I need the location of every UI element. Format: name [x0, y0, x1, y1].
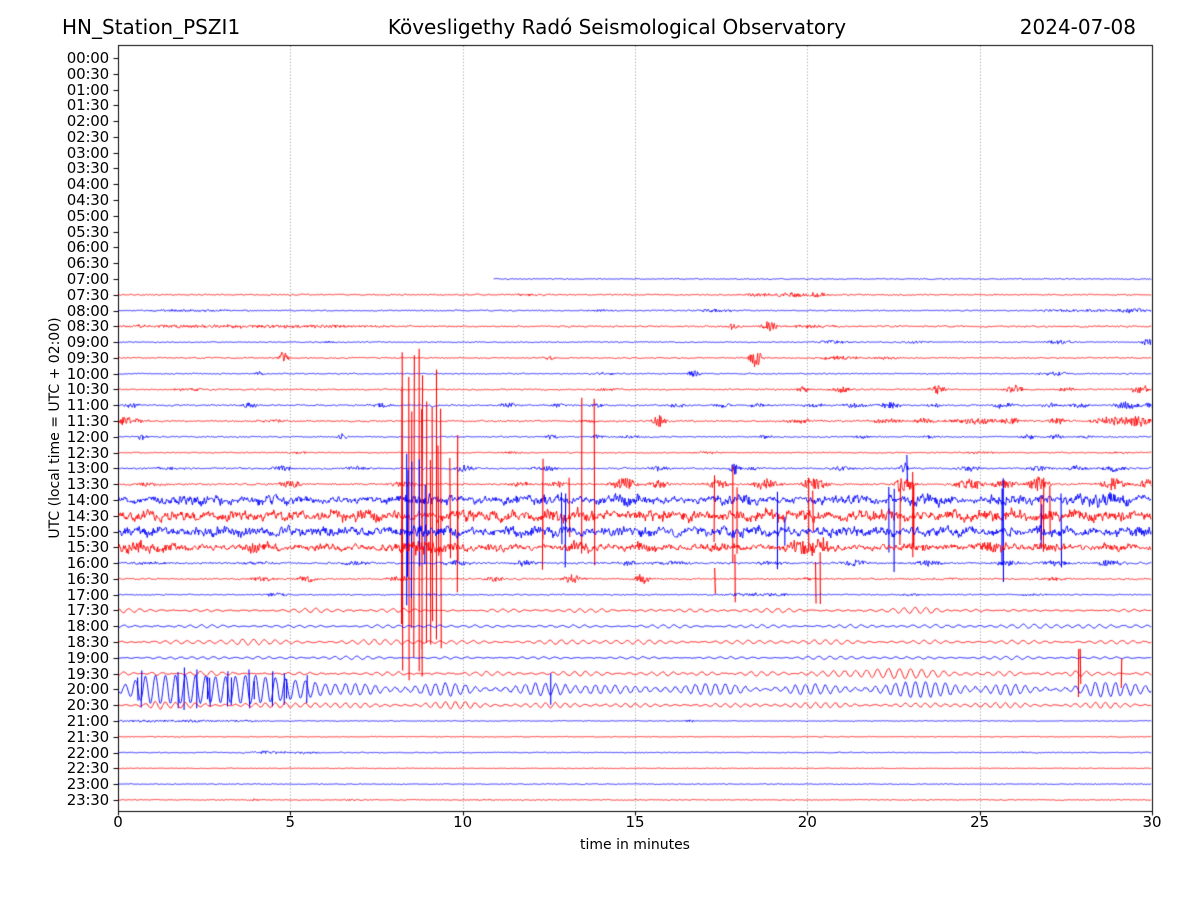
y-tick-label-01:00: 01:00	[66, 80, 109, 99]
y-tick-label-10:30: 10:30	[66, 380, 109, 399]
x-tick-label-30: 30	[1142, 813, 1162, 831]
y-tick-label-09:30: 09:30	[66, 348, 109, 367]
y-tick-label-18:30: 18:30	[66, 633, 109, 652]
y-tick-label-12:00: 12:00	[66, 427, 109, 446]
y-tick-label-21:00: 21:00	[66, 711, 109, 730]
y-tick-label-11:30: 11:30	[66, 412, 109, 431]
y-tick-label-08:30: 08:30	[66, 317, 109, 336]
y-tick-label-20:00: 20:00	[66, 680, 109, 699]
y-tick-label-08:00: 08:00	[66, 301, 109, 320]
y-tick-label-07:00: 07:00	[66, 269, 109, 288]
x-tick-label-25: 25	[970, 813, 990, 831]
y-axis-label: UTC (local time = UTC + 02:00)	[47, 317, 63, 539]
y-tick-label-13:30: 13:30	[66, 475, 109, 494]
y-tick-label-12:30: 12:30	[66, 443, 109, 462]
y-tick-label-14:30: 14:30	[66, 506, 109, 525]
y-tick-label-19:00: 19:00	[66, 648, 109, 667]
x-axis-label: time in minutes	[580, 837, 690, 853]
y-tick-label-18:00: 18:00	[66, 617, 109, 636]
y-tick-label-04:30: 04:30	[66, 191, 109, 210]
x-tick-label-20: 20	[797, 813, 817, 831]
x-tick-label-5: 5	[285, 813, 296, 831]
y-tick-label-02:30: 02:30	[66, 127, 109, 146]
y-tick-label-06:30: 06:30	[66, 254, 109, 273]
y-tick-label-03:00: 03:00	[66, 143, 109, 162]
y-tick-label-03:30: 03:30	[66, 159, 109, 178]
y-tick-label-17:30: 17:30	[66, 601, 109, 620]
y-tick-label-20:30: 20:30	[66, 696, 109, 715]
y-tick-label-11:00: 11:00	[66, 396, 109, 415]
y-tick-label-05:00: 05:00	[66, 206, 109, 225]
y-tick-label-09:00: 09:00	[66, 333, 109, 352]
y-tick-label-22:30: 22:30	[66, 759, 109, 778]
y-tick-label-07:30: 07:30	[66, 285, 109, 304]
station-title: HN_Station_PSZI1	[62, 15, 241, 39]
y-tick-label-05:30: 05:30	[66, 222, 109, 241]
y-tick-label-22:00: 22:00	[66, 743, 109, 762]
y-tick-label-00:30: 00:30	[66, 64, 109, 83]
observatory-title: Kövesligethy Radó Seismological Observat…	[387, 15, 847, 39]
y-tick-label-21:30: 21:30	[66, 727, 109, 746]
y-tick-label-16:30: 16:30	[66, 569, 109, 588]
y-tick-label-23:30: 23:30	[66, 790, 109, 809]
y-tick-label-15:00: 15:00	[66, 522, 109, 541]
x-tick-label-10: 10	[453, 813, 473, 831]
y-tick-label-14:00: 14:00	[66, 490, 109, 509]
y-tick-label-15:30: 15:30	[66, 538, 109, 557]
x-tick-label-15: 15	[625, 813, 645, 831]
y-tick-label-06:00: 06:00	[66, 238, 109, 257]
y-tick-label-13:00: 13:00	[66, 459, 109, 478]
y-tick-label-01:30: 01:30	[66, 96, 109, 115]
date-title: 2024-07-08	[1019, 15, 1136, 39]
y-tick-label-00:00: 00:00	[66, 49, 109, 67]
y-tick-label-04:00: 04:00	[66, 175, 109, 194]
y-tick-label-23:00: 23:00	[66, 775, 109, 794]
y-tick-label-02:00: 02:00	[66, 112, 109, 131]
y-tick-label-19:30: 19:30	[66, 664, 109, 683]
y-tick-label-17:00: 17:00	[66, 585, 109, 604]
y-tick-label-16:00: 16:00	[66, 554, 109, 573]
y-tick-label-10:00: 10:00	[66, 364, 109, 383]
x-tick-label-0: 0	[113, 813, 123, 831]
